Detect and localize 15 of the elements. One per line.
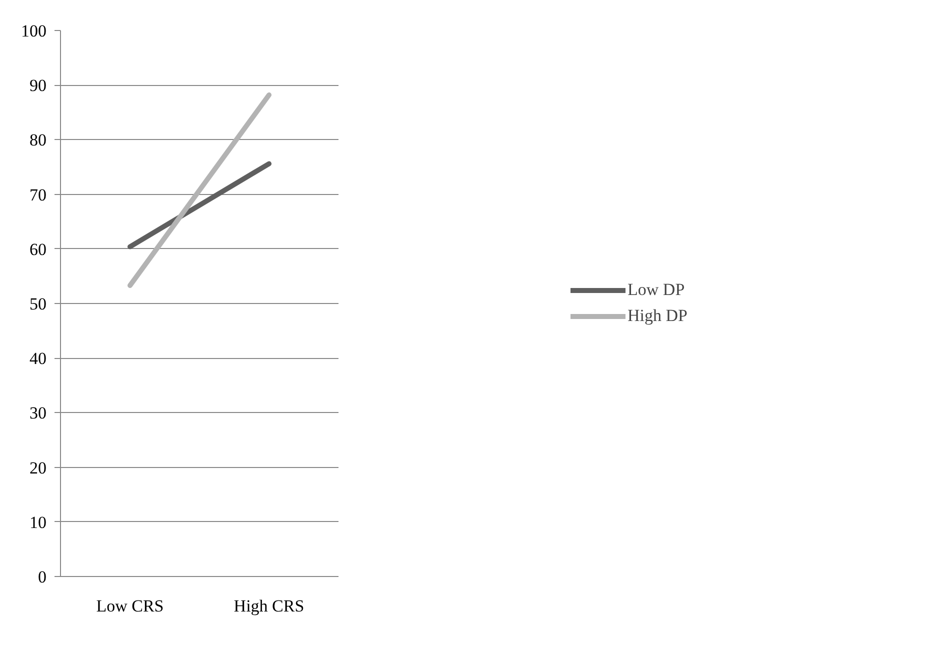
y-tick-label: 70 bbox=[30, 185, 46, 204]
legend-label: High DP bbox=[628, 306, 688, 326]
y-tick-label: 60 bbox=[30, 240, 46, 259]
y-tick-label: 90 bbox=[30, 76, 46, 96]
y-tick-label: 80 bbox=[30, 130, 46, 150]
x-tick-label: Low CRS bbox=[96, 596, 164, 616]
y-tick-label: 50 bbox=[30, 294, 46, 314]
y-tick-label: 100 bbox=[21, 22, 46, 40]
y-tick-label: 40 bbox=[30, 349, 46, 368]
x-tick-label: High CRS bbox=[234, 596, 304, 616]
y-tick-label: 10 bbox=[30, 512, 46, 532]
legend-label: Low DP bbox=[628, 280, 685, 300]
y-tick-label: 0 bbox=[38, 568, 46, 586]
y-tick-label: 20 bbox=[30, 458, 46, 478]
y-tick-label: 30 bbox=[30, 404, 46, 423]
